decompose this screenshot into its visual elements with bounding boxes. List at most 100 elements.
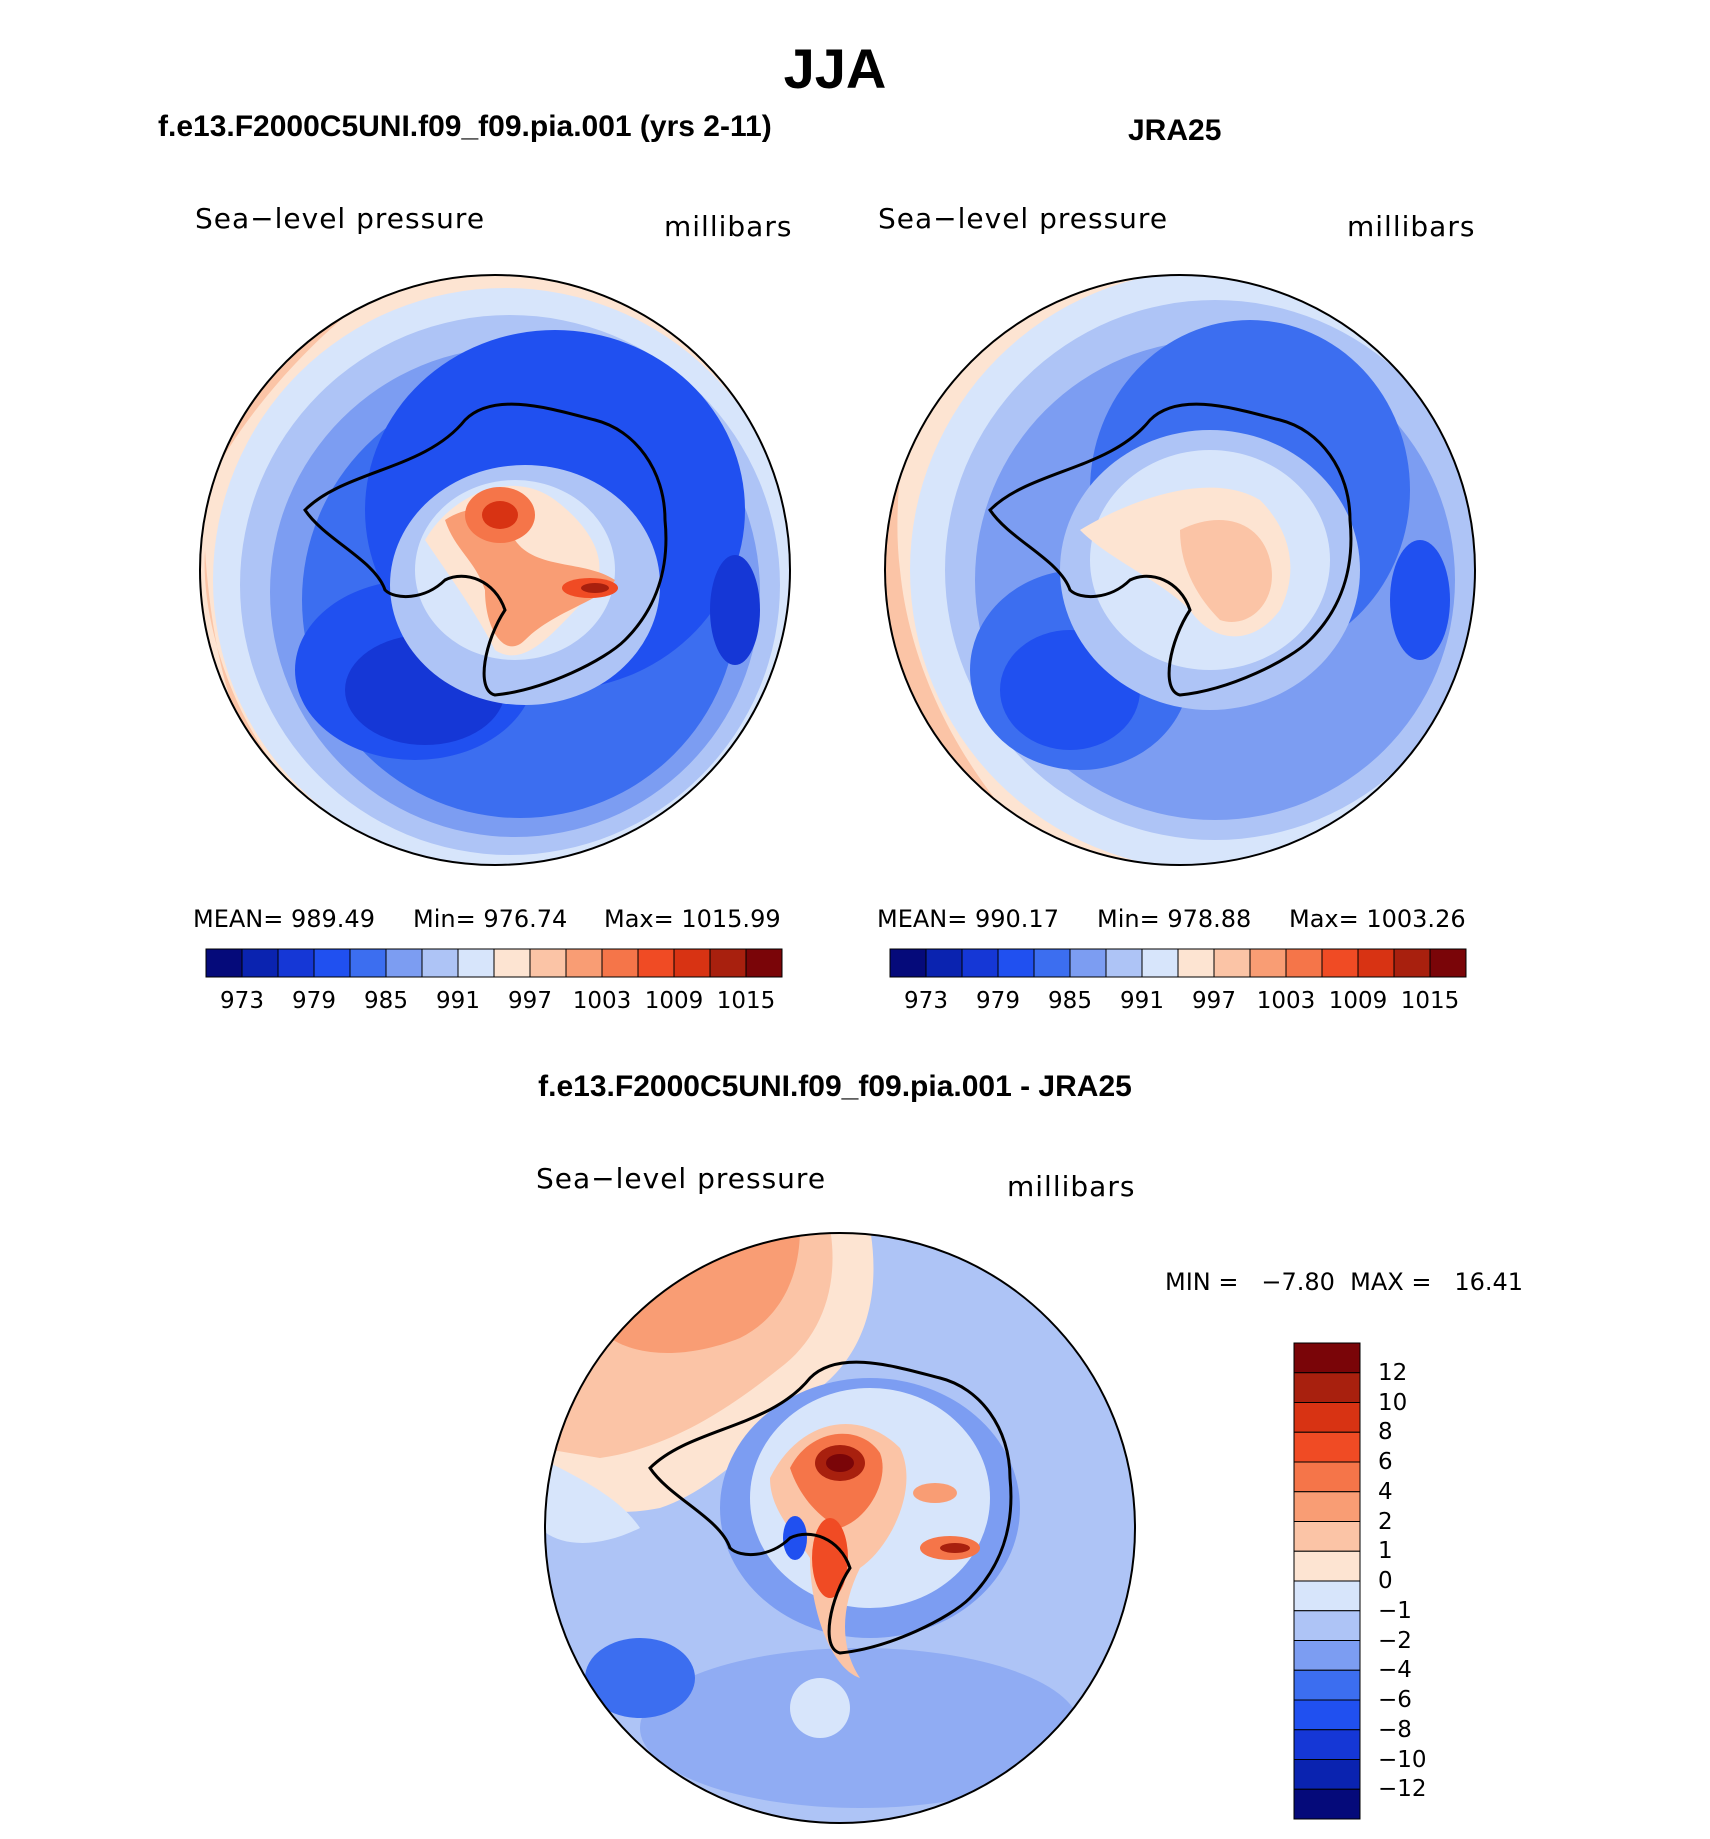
model-panel-heading: f.e13.F2000C5UNI.f09_f09.pia.001 (yrs 2-… [158,110,772,143]
colorbar-tick-label: 1003 [1256,988,1316,1014]
colorbar-swatch [1293,1402,1361,1433]
colorbar-swatch [1293,1461,1361,1493]
obs-mean-stat: MEAN= 990.17 [877,905,1059,933]
colorbar-tick-label: 991 [436,988,480,1014]
colorbar-tick-label: −8 [1378,1716,1412,1743]
obs-max-stat: Max= 1003.26 [1289,905,1466,933]
colorbar-tick-label: 985 [1048,988,1092,1014]
model-max-stat: Max= 1015.99 [604,905,781,933]
colorbar-swatch [1429,948,1467,978]
colorbar-swatch [1293,1759,1361,1790]
colorbar-tick-label: 12 [1378,1359,1408,1386]
colorbar-swatch [457,948,495,978]
colorbar-swatch [673,948,711,978]
obs-min-stat: Min= 978.88 [1097,905,1252,933]
diff-colorbar-ticks: 12 10 8 6 4 2 1 0 −1 −2 −4 −6 −8 −10 −12 [1378,1342,1458,1822]
colorbar-swatch [421,948,459,978]
colorbar-tick-label: 2 [1378,1508,1393,1535]
colorbar-swatch [205,948,243,978]
colorbar-swatch [1321,948,1359,978]
colorbar-swatch [961,948,999,978]
obs-units-label: millibars [1347,210,1476,243]
colorbar-tick-label: −6 [1378,1687,1412,1713]
model-colorbar [205,948,783,978]
colorbar-swatch [1177,948,1215,978]
model-min-stat: Min= 976.74 [413,905,568,933]
colorbar-tick-label: 985 [364,988,408,1014]
colorbar-swatch [889,948,927,978]
colorbar-swatch [1105,948,1143,978]
model-slp-map [199,274,791,866]
model-variable-label: Sea−level pressure [195,202,486,235]
colorbar-swatch [313,948,351,978]
colorbar-swatch [529,948,567,978]
obs-colorbar-ticks: 973 979 985 991 997 1003 1009 1015 [889,988,1469,1018]
colorbar-tick-label: −10 [1378,1746,1427,1773]
colorbar-swatch [565,948,603,978]
colorbar-swatch [385,948,423,978]
colorbar-swatch [1293,1521,1361,1552]
diff-slp-map [544,1232,1136,1824]
colorbar-swatch [1069,948,1107,978]
colorbar-swatch [1293,1729,1361,1760]
colorbar-swatch [493,948,531,978]
colorbar-tick-label: 991 [1120,988,1164,1014]
model-mean-stat: MEAN= 989.49 [193,905,375,933]
colorbar-tick-label: 1003 [572,988,632,1014]
colorbar-swatch [1293,1431,1361,1463]
colorbar-swatch [1293,1342,1361,1374]
colorbar-tick-label: 0 [1378,1568,1393,1594]
colorbar-tick-label: 1009 [644,988,704,1014]
colorbar-swatch [1293,1580,1361,1612]
colorbar-swatch [1293,1640,1361,1671]
obs-variable-label: Sea−level pressure [878,202,1169,235]
diff-panel-heading: f.e13.F2000C5UNI.f09_f09.pia.001 - JRA25 [538,1070,1132,1103]
obs-slp-map [884,274,1476,866]
colorbar-tick-label: 997 [1192,988,1236,1014]
colorbar-tick-label: 973 [904,988,948,1014]
colorbar-swatch [601,948,639,978]
model-units-label: millibars [664,210,793,243]
colorbar-swatch [1285,948,1323,978]
colorbar-swatch [1357,948,1395,978]
colorbar-tick-label: 1 [1378,1538,1393,1565]
colorbar-swatch [925,948,963,978]
colorbar-swatch [1213,948,1251,978]
colorbar-swatch [637,948,675,978]
colorbar-tick-label: −4 [1378,1657,1412,1684]
colorbar-swatch [1293,1610,1361,1641]
colorbar-swatch [709,948,747,978]
colorbar-tick-label: −2 [1378,1627,1412,1654]
colorbar-swatch [277,948,315,978]
colorbar-swatch [1033,948,1071,978]
colorbar-tick-label: 1015 [716,988,776,1014]
colorbar-swatch [997,948,1035,978]
diff-colorbar [1293,1342,1361,1820]
colorbar-swatch [349,948,387,978]
colorbar-swatch [1293,1372,1361,1403]
colorbar-swatch [1293,1550,1361,1582]
colorbar-tick-label: 979 [976,988,1020,1014]
colorbar-tick-label: 10 [1378,1389,1408,1416]
diff-units-label: millibars [1007,1170,1136,1203]
colorbar-tick-label: 979 [292,988,336,1014]
model-colorbar-ticks: 973 979 985 991 997 1003 1009 1015 [205,988,785,1018]
colorbar-swatch [1293,1669,1361,1701]
colorbar-tick-label: 8 [1378,1419,1393,1446]
colorbar-tick-label: −1 [1378,1597,1412,1624]
colorbar-swatch [745,948,783,978]
colorbar-tick-label: 6 [1378,1449,1393,1475]
colorbar-swatch [1393,948,1431,978]
colorbar-swatch [1293,1788,1361,1820]
figure-title: JJA [783,37,887,100]
colorbar-swatch [241,948,279,978]
colorbar-tick-label: 997 [508,988,552,1014]
colorbar-swatch [1293,1491,1361,1522]
colorbar-tick-label: 973 [220,988,264,1014]
colorbar-tick-label: 4 [1378,1478,1393,1505]
colorbar-swatch [1293,1699,1361,1731]
diff-minmax-label: MIN = −7.80 MAX = 16.41 [1165,1268,1524,1296]
obs-colorbar [889,948,1467,978]
colorbar-swatch [1141,948,1179,978]
colorbar-tick-label: −12 [1378,1776,1427,1803]
